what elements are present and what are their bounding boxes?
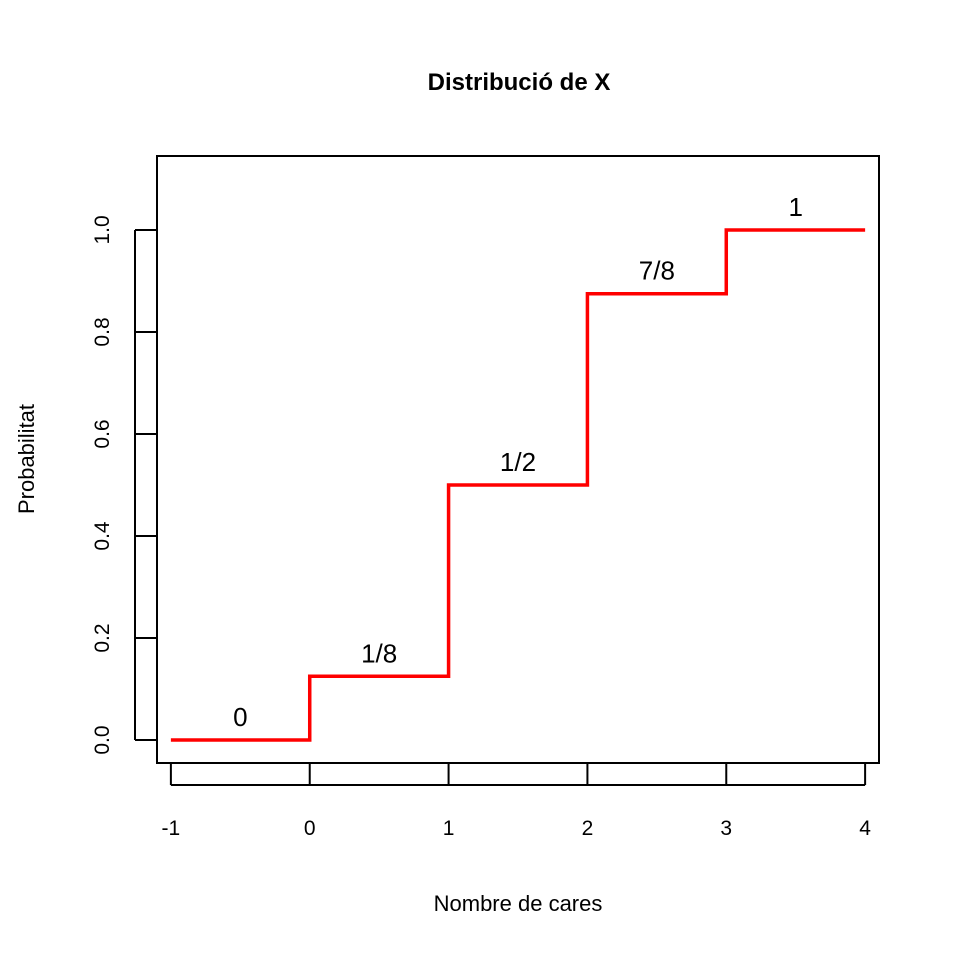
x-tick-label: 3 xyxy=(720,817,732,840)
step-labels: 0 1/8 1/2 7/8 1 xyxy=(233,192,803,732)
step-value-label: 1/2 xyxy=(500,447,536,477)
x-tick-label: -1 xyxy=(162,817,181,840)
x-tick-label: 4 xyxy=(859,817,871,840)
y-axis-title: Probabilitat xyxy=(14,404,39,514)
plot-frame xyxy=(156,155,880,764)
step-value-label: 0 xyxy=(233,702,247,732)
x-axis: -1 0 1 2 3 4 xyxy=(162,764,871,840)
y-tick-label: 1.0 xyxy=(91,215,114,244)
x-tick-label: 0 xyxy=(304,817,316,840)
y-axis: 0.0 0.2 0.4 0.6 0.8 1.0 xyxy=(91,215,156,755)
y-tick-label: 0.4 xyxy=(91,521,114,551)
y-tick-label: 0.0 xyxy=(91,725,114,754)
cdf-step-line xyxy=(170,228,866,742)
x-tick-label: 2 xyxy=(582,817,594,840)
chart-title: Distribució de X xyxy=(428,69,611,96)
x-axis-title: Nombre de cares xyxy=(434,891,603,916)
step-value-label: 7/8 xyxy=(639,256,675,286)
step-value-label: 1 xyxy=(788,192,802,222)
y-tick-label: 0.6 xyxy=(91,419,114,448)
x-tick-label: 1 xyxy=(443,817,455,840)
y-tick-label: 0.2 xyxy=(91,623,114,652)
step-lines xyxy=(170,228,866,742)
step-value-label: 1/8 xyxy=(361,638,397,668)
y-tick-label: 0.8 xyxy=(91,317,114,346)
